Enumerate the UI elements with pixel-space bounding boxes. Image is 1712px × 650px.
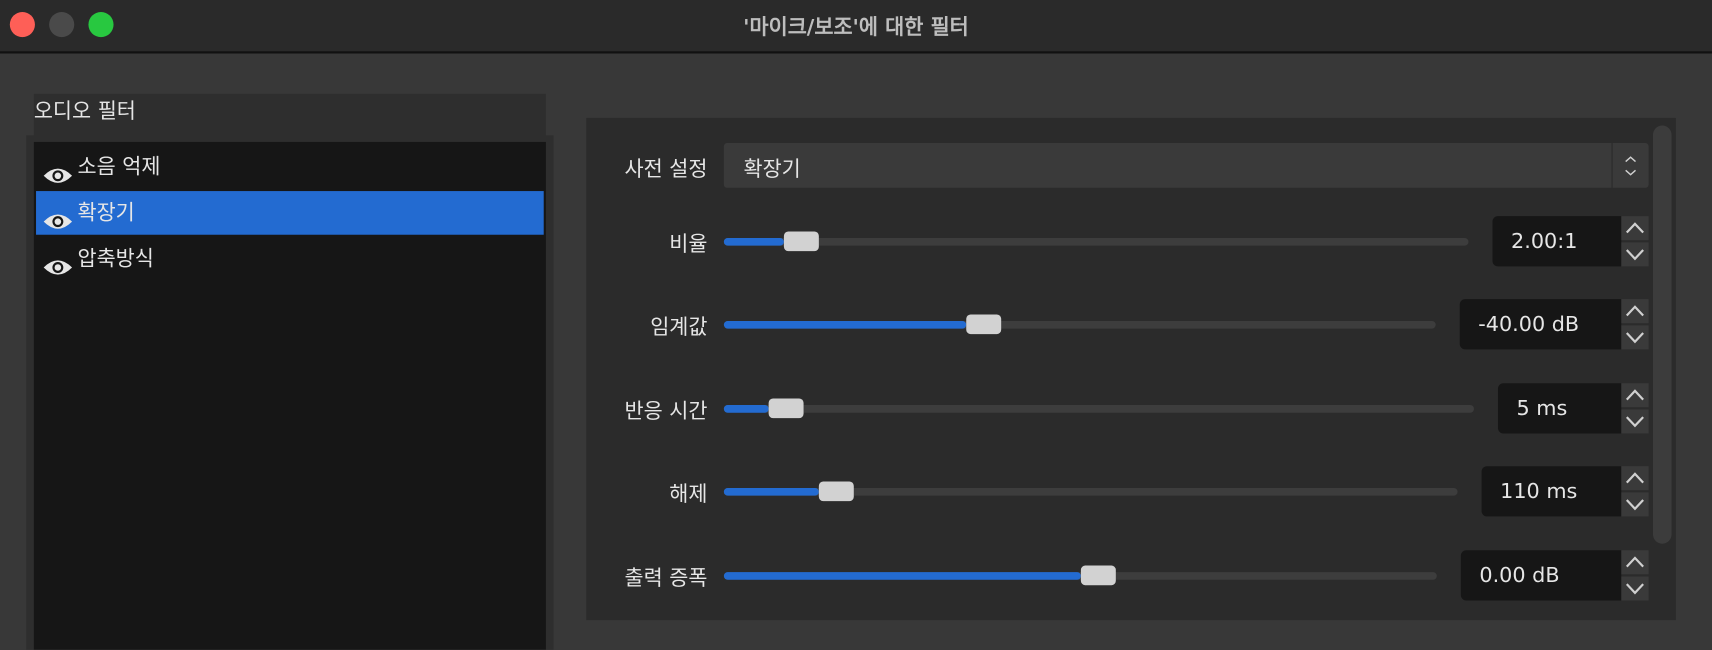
value-input[interactable]: -40.00 dB <box>1459 299 1622 350</box>
slider-track[interactable] <box>723 231 1469 252</box>
scrollbar[interactable] <box>1652 125 1672 544</box>
slider-thumb[interactable] <box>1080 565 1116 586</box>
slider-label: 반응 시간 <box>624 399 708 424</box>
eye-icon[interactable] <box>43 249 74 275</box>
decrement-button[interactable] <box>1621 576 1649 601</box>
slider-track[interactable] <box>723 565 1437 586</box>
value-input[interactable]: 0.00 dB <box>1460 550 1622 601</box>
eye-icon[interactable] <box>43 203 74 229</box>
slider-thumb[interactable] <box>965 314 1001 335</box>
value-input[interactable]: 5 ms <box>1497 383 1622 434</box>
filter-item[interactable]: 압축방식 <box>36 237 544 281</box>
slider-thumb[interactable] <box>768 398 804 419</box>
increment-button[interactable] <box>1621 383 1649 408</box>
zoom-button[interactable] <box>88 12 114 38</box>
filter-item-label: 소음 억제 <box>77 155 161 180</box>
slider-fill <box>723 405 769 413</box>
preset-value: 확장기 <box>743 157 801 182</box>
slider-label: 임계값 <box>650 315 708 340</box>
slider-fill <box>723 320 966 329</box>
decrement-button[interactable] <box>1621 492 1649 517</box>
slider-track[interactable] <box>723 398 1474 419</box>
decrement-button[interactable] <box>1621 409 1649 434</box>
combo-chevrons-icon <box>1611 143 1648 188</box>
value-input[interactable]: 2.00:1 <box>1492 216 1622 267</box>
increment-button[interactable] <box>1621 299 1649 324</box>
increment-button[interactable] <box>1621 550 1649 575</box>
filter-item[interactable]: 확장기 <box>36 191 544 235</box>
slider-label: 출력 증폭 <box>624 566 708 591</box>
slider-track[interactable] <box>723 314 1436 335</box>
slider-label: 해제 <box>669 482 708 507</box>
slider-fill <box>723 238 784 246</box>
filter-item-label: 확장기 <box>77 200 135 225</box>
slider-fill <box>723 488 820 496</box>
window-title: '마이크/보조'에 대한 필터 <box>743 15 969 40</box>
eye-icon[interactable] <box>43 157 74 183</box>
close-button[interactable] <box>9 12 35 38</box>
slider-thumb[interactable] <box>783 231 819 252</box>
audio-filters-header: 오디오 필터 <box>33 93 546 138</box>
filter-settings-panel <box>586 117 1676 621</box>
title-bar: '마이크/보조'에 대한 필터 <box>0 0 1712 54</box>
slider-track[interactable] <box>723 481 1458 502</box>
filter-item[interactable]: 소음 억제 <box>36 145 544 189</box>
slider-thumb[interactable] <box>819 481 855 502</box>
filter-item-label: 압축방식 <box>77 246 154 271</box>
minimize-button[interactable] <box>49 12 75 38</box>
decrement-button[interactable] <box>1621 325 1649 350</box>
slider-fill <box>723 572 1081 580</box>
value-input[interactable]: 110 ms <box>1481 466 1622 517</box>
decrement-button[interactable] <box>1621 242 1649 267</box>
preset-select[interactable]: 확장기 <box>723 143 1649 188</box>
slider-label: 비율 <box>669 232 708 257</box>
increment-button[interactable] <box>1621 216 1649 241</box>
preset-label: 사전 설정 <box>624 157 708 182</box>
increment-button[interactable] <box>1621 466 1649 491</box>
